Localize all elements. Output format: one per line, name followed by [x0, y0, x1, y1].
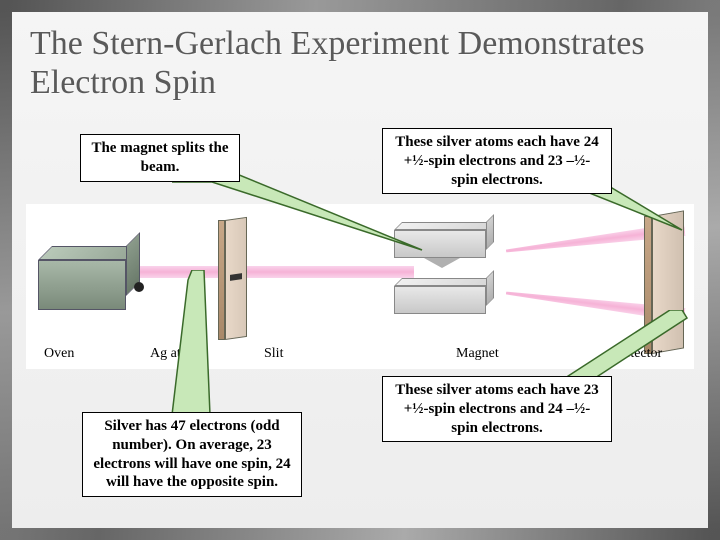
- pointer-silver-electrons: [162, 270, 242, 420]
- oven-icon: [38, 246, 146, 312]
- label-oven: Oven: [44, 346, 74, 362]
- label-magnet: Magnet: [456, 346, 499, 362]
- callout-text: These silver atoms each have 24 +½-spin …: [395, 134, 598, 188]
- callout-silver-electrons: Silver has 47 electrons (odd number). On…: [82, 412, 302, 497]
- label-slit: Slit: [264, 346, 283, 362]
- callout-text: These silver atoms each have 23 +½-spin …: [395, 382, 598, 436]
- callout-magnet-splits: The magnet splits the beam.: [80, 134, 240, 182]
- callout-text: Silver has 47 electrons (odd number). On…: [93, 418, 290, 490]
- slide-title: The Stern-Gerlach Experiment Demonstrate…: [12, 12, 708, 108]
- callout-upper-beam: These silver atoms each have 24 +½-spin …: [382, 128, 612, 194]
- callout-lower-beam: These silver atoms each have 23 +½-spin …: [382, 376, 612, 442]
- callout-text: The magnet splits the beam.: [91, 140, 228, 175]
- slide-content: The Stern-Gerlach Experiment Demonstrate…: [12, 12, 708, 528]
